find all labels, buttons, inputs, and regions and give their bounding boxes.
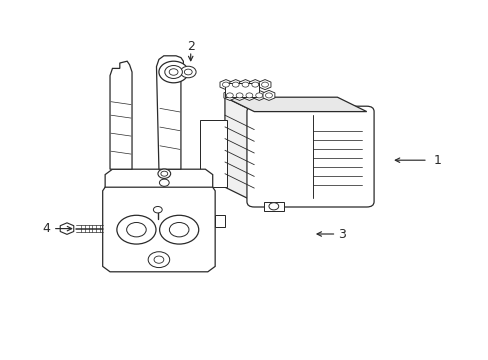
- Circle shape: [222, 82, 229, 87]
- Polygon shape: [229, 80, 241, 90]
- Polygon shape: [215, 215, 224, 227]
- Polygon shape: [224, 97, 366, 112]
- Polygon shape: [263, 90, 274, 100]
- Polygon shape: [224, 83, 259, 97]
- Circle shape: [226, 93, 233, 98]
- Circle shape: [159, 61, 188, 83]
- Circle shape: [159, 179, 169, 186]
- Polygon shape: [200, 120, 227, 187]
- Circle shape: [159, 215, 198, 244]
- Circle shape: [242, 82, 248, 87]
- Circle shape: [158, 169, 170, 178]
- Polygon shape: [110, 61, 132, 169]
- Circle shape: [117, 215, 156, 244]
- Circle shape: [255, 93, 262, 98]
- Text: 3: 3: [338, 228, 346, 240]
- Polygon shape: [253, 90, 264, 100]
- Circle shape: [148, 252, 169, 267]
- Circle shape: [126, 222, 146, 237]
- Polygon shape: [60, 223, 74, 234]
- Circle shape: [261, 82, 268, 87]
- Polygon shape: [259, 80, 270, 90]
- Polygon shape: [239, 80, 251, 90]
- Polygon shape: [105, 169, 212, 194]
- Polygon shape: [224, 90, 235, 100]
- Polygon shape: [264, 202, 283, 211]
- Circle shape: [236, 93, 243, 98]
- Polygon shape: [220, 80, 231, 90]
- Text: 1: 1: [433, 154, 441, 167]
- Circle shape: [184, 69, 192, 75]
- Circle shape: [245, 93, 252, 98]
- Circle shape: [232, 82, 239, 87]
- FancyBboxPatch shape: [246, 106, 373, 207]
- Polygon shape: [224, 97, 254, 202]
- Circle shape: [169, 69, 178, 75]
- Circle shape: [180, 66, 196, 78]
- Circle shape: [153, 207, 162, 213]
- Text: 2: 2: [186, 40, 194, 53]
- Circle shape: [164, 66, 182, 78]
- Polygon shape: [233, 90, 245, 100]
- Polygon shape: [156, 56, 183, 169]
- Circle shape: [161, 171, 167, 176]
- Circle shape: [251, 82, 258, 87]
- Polygon shape: [249, 80, 261, 90]
- Circle shape: [154, 256, 163, 263]
- Circle shape: [169, 222, 188, 237]
- Text: 4: 4: [42, 222, 50, 235]
- Polygon shape: [243, 90, 255, 100]
- Circle shape: [265, 93, 272, 98]
- Circle shape: [268, 203, 278, 210]
- Polygon shape: [102, 187, 215, 272]
